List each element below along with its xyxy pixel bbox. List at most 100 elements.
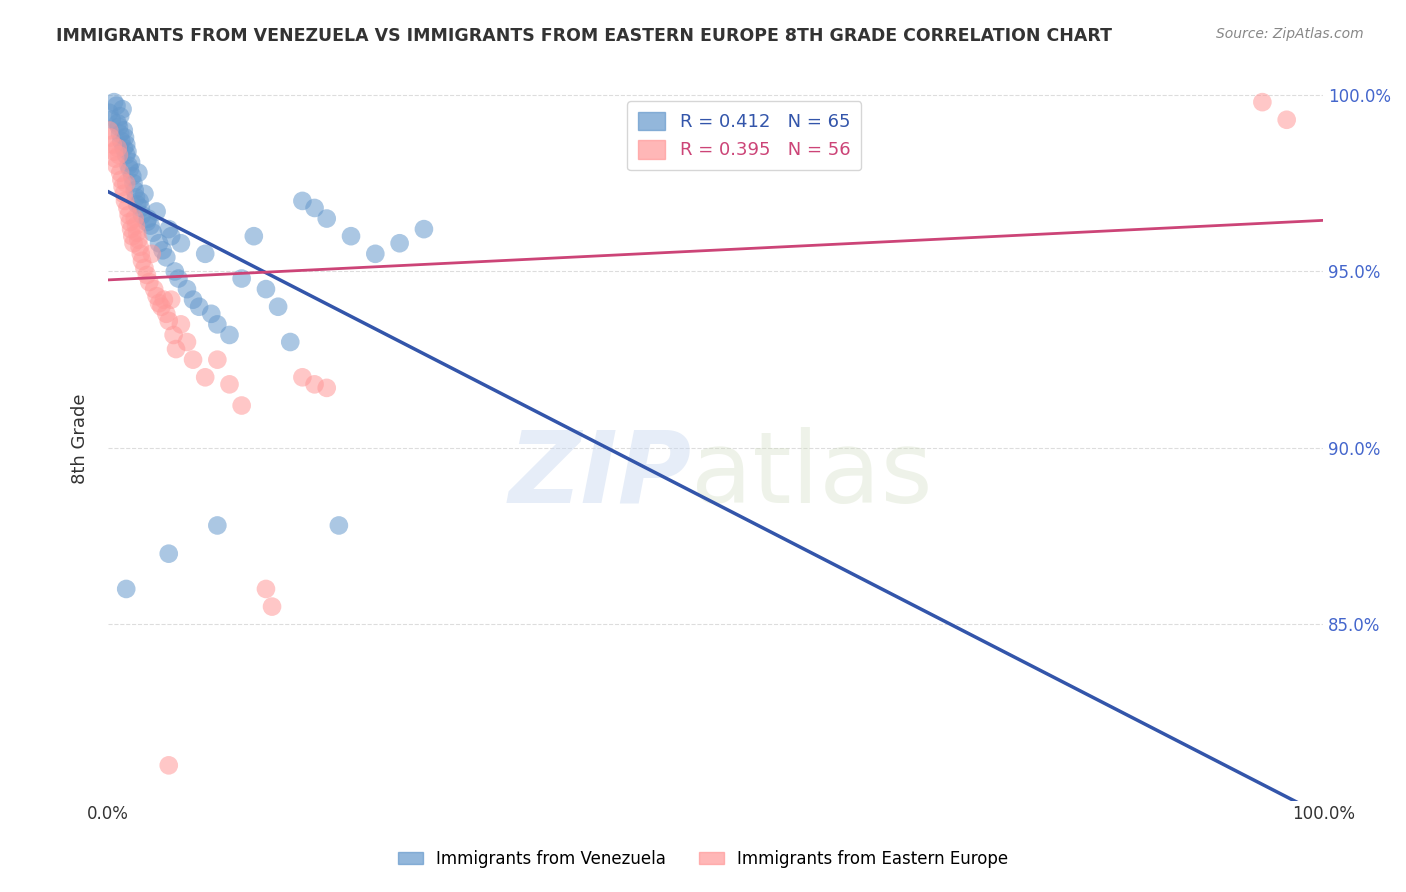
Point [157, 547, 180, 561]
Point [103, 95, 125, 109]
Point [162, 328, 184, 343]
Point [304, 377, 326, 392]
Point [207, 318, 229, 332]
Point [129, 201, 152, 215]
Text: atlas: atlas [692, 426, 934, 524]
Point [108, 148, 131, 162]
Point [117, 145, 139, 159]
Point [129, 247, 152, 261]
Point [165, 342, 187, 356]
Point [134, 260, 156, 275]
Point [155, 307, 177, 321]
Point [118, 215, 141, 229]
Point [114, 130, 136, 145]
Point [160, 293, 183, 307]
Point [122, 176, 145, 190]
Point [108, 120, 131, 134]
Point [98, 123, 121, 137]
Point [278, 334, 301, 349]
Point [128, 194, 150, 208]
Point [157, 222, 180, 236]
Point [142, 226, 165, 240]
Text: Source: ZipAtlas.com: Source: ZipAtlas.com [1216, 27, 1364, 41]
Point [108, 166, 131, 180]
Point [200, 307, 222, 321]
Point [107, 141, 129, 155]
Point [1251, 95, 1274, 109]
Point [243, 229, 266, 244]
Point [315, 211, 337, 226]
Point [139, 219, 162, 233]
Point [207, 518, 229, 533]
Point [260, 599, 283, 614]
Point [413, 222, 436, 236]
Point [231, 399, 253, 413]
Point [157, 314, 180, 328]
Point [112, 141, 135, 155]
Point [120, 222, 142, 236]
Point [124, 183, 146, 197]
Point [112, 123, 135, 137]
Point [364, 247, 387, 261]
Point [170, 318, 193, 332]
Point [167, 271, 190, 285]
Point [115, 176, 138, 190]
Point [107, 116, 129, 130]
Point [254, 282, 277, 296]
Point [194, 370, 217, 384]
Point [127, 226, 149, 240]
Point [131, 253, 153, 268]
Point [138, 275, 160, 289]
Point [194, 247, 217, 261]
Point [131, 208, 153, 222]
Point [148, 236, 170, 251]
Point [170, 236, 193, 251]
Point [100, 130, 122, 145]
Point [98, 105, 121, 120]
Point [117, 159, 139, 173]
Point [176, 334, 198, 349]
Point [121, 229, 143, 244]
Point [304, 201, 326, 215]
Point [127, 233, 149, 247]
Point [100, 112, 122, 127]
Point [150, 300, 173, 314]
Point [134, 186, 156, 201]
Y-axis label: 8th Grade: 8th Grade [72, 393, 89, 484]
Point [117, 201, 139, 215]
Point [291, 370, 314, 384]
Point [110, 173, 132, 187]
Point [127, 197, 149, 211]
Point [135, 268, 157, 282]
Point [103, 145, 125, 159]
Point [145, 289, 167, 303]
Point [160, 229, 183, 244]
Point [104, 152, 127, 166]
Point [105, 98, 128, 112]
Point [148, 296, 170, 310]
Point [181, 293, 204, 307]
Point [231, 271, 253, 285]
Point [315, 381, 337, 395]
Point [111, 179, 134, 194]
Point [143, 282, 166, 296]
Point [1275, 112, 1298, 127]
Point [124, 211, 146, 226]
Point [176, 282, 198, 296]
Point [141, 247, 163, 261]
Point [388, 236, 411, 251]
Point [117, 208, 139, 222]
Point [152, 244, 174, 258]
Point [105, 159, 128, 173]
Point [115, 137, 138, 152]
Point [254, 582, 277, 596]
Point [108, 127, 131, 141]
Point [114, 194, 136, 208]
Point [291, 194, 314, 208]
Point [122, 236, 145, 251]
Point [128, 240, 150, 254]
Point [101, 137, 124, 152]
Point [207, 352, 229, 367]
Point [135, 215, 157, 229]
Point [110, 134, 132, 148]
